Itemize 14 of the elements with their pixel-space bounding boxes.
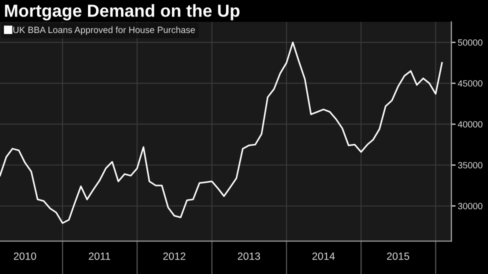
y-tick-label: 40000: [458, 121, 482, 128]
line-series: [0, 42, 443, 224]
x-tick-label: 2010: [14, 252, 36, 260]
y-tick-label: 35000: [458, 162, 482, 168]
legend-label: UK BBA Loans Approved for House Purchase: [13, 26, 195, 35]
y-tick-label: 30000: [458, 202, 482, 210]
y-tick-label: 50000: [458, 39, 482, 46]
x-tick-label: 2012: [163, 252, 186, 260]
y-tick-label: 45000: [458, 80, 482, 87]
x-tick-label: 2015: [387, 252, 410, 260]
x-tick-label: 2013: [238, 252, 260, 260]
x-tick-label: 2011: [88, 252, 110, 260]
chart-title: Mortgage Demand on the Up: [5, 4, 240, 20]
x-tick-label: 2014: [312, 252, 335, 260]
